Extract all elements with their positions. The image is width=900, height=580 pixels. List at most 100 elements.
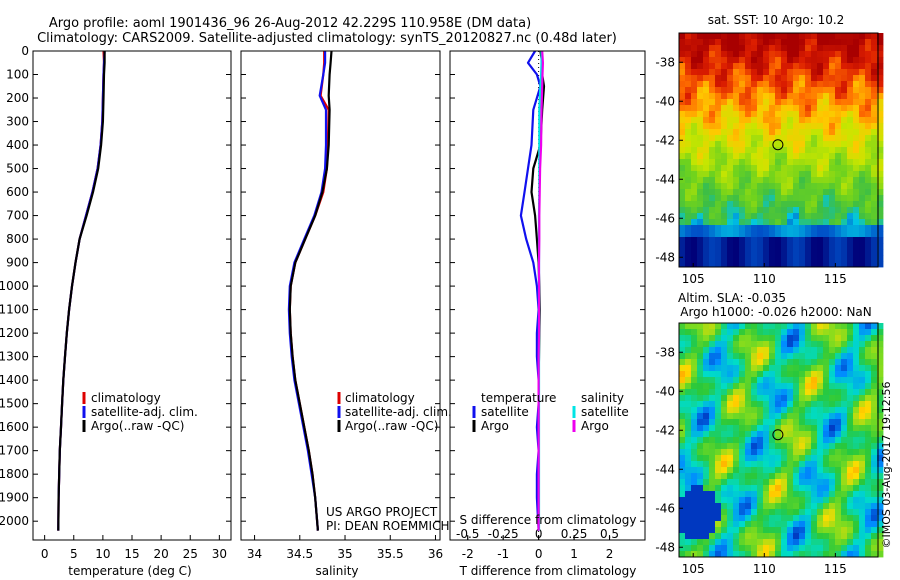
map-cell [721, 515, 728, 522]
map-cell [709, 383, 716, 390]
map-cell [745, 521, 752, 528]
map-cell [769, 219, 776, 226]
map-cell [841, 377, 848, 384]
map-cell [853, 455, 860, 462]
map-cell [817, 353, 824, 360]
map-cell [859, 383, 866, 390]
map-cell [739, 225, 746, 232]
map-cell [853, 249, 860, 256]
map-cell [685, 437, 692, 444]
map-cell [727, 461, 734, 468]
map-cell [835, 237, 842, 244]
map-cell [709, 425, 716, 432]
map-cell [829, 117, 836, 124]
map-cell [823, 551, 830, 558]
map-cell [805, 407, 812, 414]
map-cell [691, 437, 698, 444]
map-cell [805, 165, 812, 172]
figure-title-line2: Climatology: CARS2009. Satellite-adjuste… [37, 31, 617, 46]
map-cell [787, 87, 794, 94]
map-cell [733, 147, 740, 154]
map-cell [703, 473, 710, 480]
map-cell [799, 75, 806, 82]
map-cell [829, 383, 836, 390]
map-cell [775, 87, 782, 94]
map-cell [793, 347, 800, 354]
map-cell [691, 539, 698, 546]
map-cell [817, 485, 824, 492]
map-cell [793, 443, 800, 450]
map-cell [757, 437, 764, 444]
map-cell [841, 177, 848, 184]
map-cell [691, 443, 698, 450]
map-cell [871, 159, 878, 166]
s-difference-axis-label: S difference from climatology [460, 513, 637, 527]
map-cell [697, 231, 704, 238]
map-cell [817, 129, 824, 136]
map-cell [871, 141, 878, 148]
map-cell [733, 329, 740, 336]
map-cell [679, 545, 686, 552]
map-cell [775, 389, 782, 396]
map-cell [691, 431, 698, 438]
map-cell [799, 491, 806, 498]
map-cell [727, 183, 734, 190]
map-cell [697, 207, 704, 214]
map-cell [739, 45, 746, 52]
map-cell [859, 153, 866, 160]
map-cell [751, 207, 758, 214]
map-cell [721, 165, 728, 172]
map-cell [763, 159, 770, 166]
map-cell [805, 401, 812, 408]
map-cell [697, 425, 704, 432]
map-cell [817, 261, 824, 268]
map-cell [847, 437, 854, 444]
map-cell [691, 347, 698, 354]
map-cell [877, 389, 884, 396]
map-cell [871, 527, 878, 534]
map-cell [721, 159, 728, 166]
map-cell [865, 521, 872, 528]
map-cell [787, 177, 794, 184]
map-cell [835, 57, 842, 64]
map-cell [787, 93, 794, 100]
map-cell [847, 419, 854, 426]
map-cell [733, 237, 740, 244]
map-cell [811, 377, 818, 384]
map-cell [769, 359, 776, 366]
map-cell [739, 219, 746, 226]
map-cell [817, 111, 824, 118]
x-tick-label: 10 [95, 547, 110, 561]
map-cell [853, 419, 860, 426]
map-cell [811, 81, 818, 88]
map-cell [847, 473, 854, 480]
map-cell [715, 39, 722, 46]
map-cell [709, 117, 716, 124]
map-cell [847, 521, 854, 528]
map-cell [685, 509, 692, 516]
map-cell [877, 237, 884, 244]
map-cell [847, 359, 854, 366]
map-cell [799, 213, 806, 220]
map-cell [793, 527, 800, 534]
map-cell [787, 135, 794, 142]
map-cell [763, 249, 770, 256]
map-cell [871, 347, 878, 354]
map-cell [799, 371, 806, 378]
map-cell [877, 413, 884, 420]
map-cell [763, 201, 770, 208]
map-cell [775, 99, 782, 106]
map-cell [721, 69, 728, 76]
map-cell [715, 111, 722, 118]
map-cell [781, 521, 788, 528]
map-cell [763, 485, 770, 492]
map-cell [829, 389, 836, 396]
map-cell [709, 183, 716, 190]
map-cell [757, 153, 764, 160]
map-cell [685, 81, 692, 88]
map-cell [829, 539, 836, 546]
map-cell [763, 75, 770, 82]
map-cell [679, 323, 686, 330]
